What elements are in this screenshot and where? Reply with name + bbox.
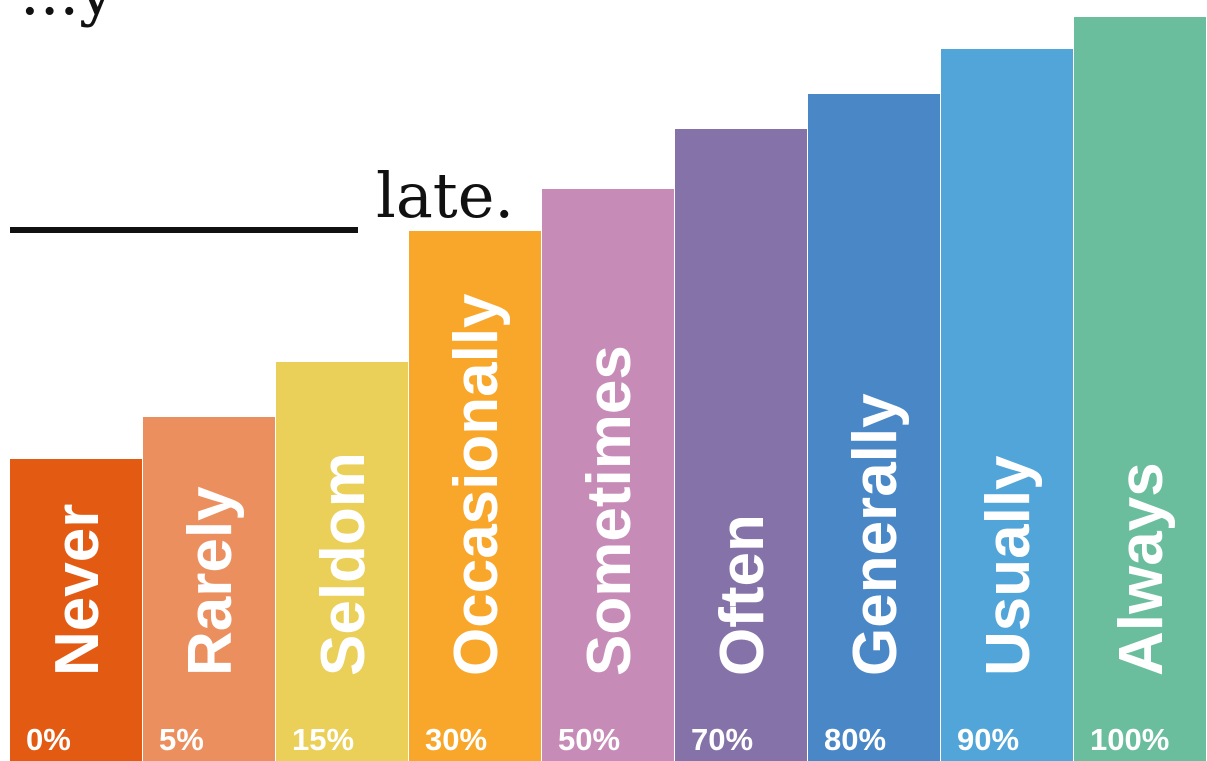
fill-in-blank-line: [10, 227, 358, 233]
category-label-never: Never: [43, 504, 112, 676]
percent-label-always: 100%: [1090, 722, 1169, 757]
percent-label-rarely: 5%: [159, 722, 204, 757]
sentence-ending: late.: [376, 159, 515, 232]
bar-never: [10, 459, 142, 761]
bar-rarely: [143, 417, 275, 761]
percent-label-often: 70%: [691, 722, 753, 757]
bar-usually: [941, 49, 1073, 761]
sentence-top-fragment: ...y: [20, 0, 114, 24]
bar-often: [675, 129, 807, 761]
percent-label-never: 0%: [26, 722, 71, 757]
percent-label-sometimes: 50%: [558, 722, 620, 757]
category-label-sometimes: Sometimes: [575, 345, 644, 676]
bar-generally: [808, 94, 940, 761]
percent-label-generally: 80%: [824, 722, 886, 757]
bar-occasionally: [409, 231, 541, 761]
category-label-occasionally: Occasionally: [442, 293, 511, 676]
category-label-often: Often: [708, 514, 777, 676]
category-label-usually: Usually: [974, 455, 1043, 676]
category-label-always: Always: [1107, 462, 1176, 676]
bar-seldom: [276, 362, 408, 761]
category-label-seldom: Seldom: [309, 452, 378, 676]
percent-label-occasionally: 30%: [425, 722, 487, 757]
category-label-rarely: Rarely: [176, 486, 245, 676]
bar-sometimes: [542, 189, 674, 761]
bar-always: [1074, 17, 1206, 761]
percent-label-seldom: 15%: [292, 722, 354, 757]
category-label-generally: Generally: [841, 393, 910, 676]
percent-label-usually: 90%: [957, 722, 1019, 757]
